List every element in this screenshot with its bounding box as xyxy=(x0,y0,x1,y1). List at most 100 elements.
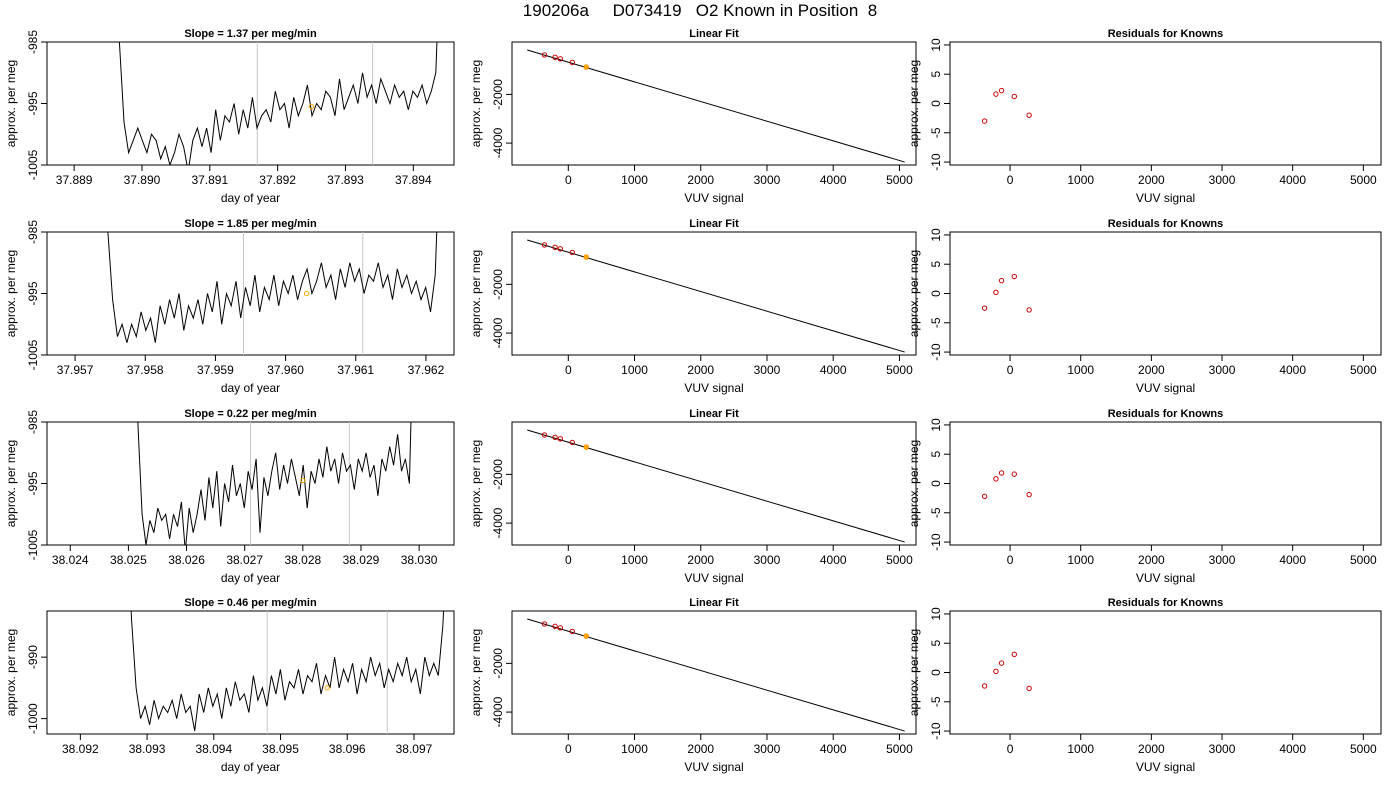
y-axis-label: approx. per meg xyxy=(469,440,483,527)
x-tick-label: 4000 xyxy=(820,363,847,377)
x-axis-label: day of year xyxy=(221,571,280,585)
plot-title: Slope = 1.37 per meg/min xyxy=(184,28,317,40)
x-tick-label: 3000 xyxy=(754,173,781,187)
x-axis-label: VUV signal xyxy=(1136,760,1195,774)
plot-frame xyxy=(949,610,1382,735)
y-tick-label: -995 xyxy=(26,91,40,115)
plot-title: Residuals for Knowns xyxy=(1108,597,1224,609)
x-tick-label: 5000 xyxy=(1350,553,1377,567)
x-tick-label: 4000 xyxy=(1279,173,1306,187)
x-axis-label: VUV signal xyxy=(1136,191,1195,205)
residual-point xyxy=(993,668,999,675)
plot-data xyxy=(981,273,1032,313)
x-tick-label: 2000 xyxy=(1138,363,1165,377)
y-tick-label: -1005 xyxy=(26,339,40,370)
plot-data xyxy=(527,618,905,732)
standard-point xyxy=(557,56,564,62)
x-tick-label: 5000 xyxy=(886,173,913,187)
y-tick-label: -985 xyxy=(26,30,40,54)
y-tick-label: -985 xyxy=(26,220,40,244)
y-axis-label: approx. per meg xyxy=(907,60,921,147)
y-tick-label: -2000 xyxy=(491,459,505,490)
panel-linear-fit-row-2: Linear Fit 0 1000 2000 3000 4000 5000 -2000 -400… xyxy=(469,218,917,395)
plot-data xyxy=(118,42,438,165)
residual-point xyxy=(981,118,988,124)
panel-linear-fit-row-3: Linear Fit 0 1000 2000 3000 4000 5000 -2000 -400… xyxy=(469,408,917,585)
plot-title: Residuals for Knowns xyxy=(1108,28,1224,40)
plot-frame xyxy=(949,231,1382,356)
fit-line xyxy=(527,429,905,543)
x-tick-label: 2000 xyxy=(1138,173,1165,187)
standard-point xyxy=(541,621,548,627)
x-tick-label: 38.029 xyxy=(343,553,380,567)
known-marker xyxy=(324,685,330,691)
y-tick-label: 5 xyxy=(929,640,943,647)
y-tick-label: 10 xyxy=(929,38,943,52)
residual-point xyxy=(998,87,1005,94)
y-tick-label: -1000 xyxy=(26,703,40,734)
y-tick-label: -4000 xyxy=(491,317,505,348)
y-tick-label: -995 xyxy=(26,281,40,305)
x-tick-label: 5000 xyxy=(886,363,913,377)
y-tick-label: 10 xyxy=(929,228,943,242)
x-tick-label: 1000 xyxy=(621,742,648,756)
signal-trace xyxy=(130,611,445,731)
x-tick-label: 4000 xyxy=(1279,742,1306,756)
panel-residuals-row-2: Residuals for Knowns 0 1000 2000 3000 4000 500… xyxy=(907,218,1382,395)
x-tick-label: 0 xyxy=(1007,363,1014,377)
known-point xyxy=(583,254,589,260)
residual-point xyxy=(1011,651,1017,658)
x-tick-label: 2000 xyxy=(687,363,714,377)
y-axis-label: approx. per meg xyxy=(469,60,483,147)
residual-point xyxy=(1026,491,1032,498)
y-tick-label: -5 xyxy=(929,317,943,328)
standard-point xyxy=(569,439,575,446)
y-tick-label: 5 xyxy=(929,451,943,458)
y-tick-label: -10 xyxy=(929,722,943,740)
standard-point xyxy=(552,434,558,441)
y-axis-label: approx. per meg xyxy=(907,629,921,716)
known-point xyxy=(583,444,589,450)
x-tick-label: 1000 xyxy=(1067,742,1094,756)
plot-frame xyxy=(949,421,1382,546)
panel-linear-fit-row-1: Linear Fit 0 1000 2000 3000 4000 5000 -2000 -400… xyxy=(469,28,917,205)
x-tick-label: 0 xyxy=(1007,742,1014,756)
x-tick-label: 37.889 xyxy=(56,173,93,187)
residual-point xyxy=(998,660,1005,666)
residual-point xyxy=(1026,307,1032,313)
x-tick-label: 3000 xyxy=(754,742,781,756)
known-marker xyxy=(300,477,306,484)
y-tick-label: -10 xyxy=(929,153,943,171)
x-axis-label: VUV signal xyxy=(684,760,743,774)
standard-point xyxy=(552,244,558,251)
x-tick-label: 2000 xyxy=(1138,553,1165,567)
plot-title: Linear Fit xyxy=(689,218,739,230)
x-tick-label: 5000 xyxy=(886,553,913,567)
x-tick-label: 38.093 xyxy=(129,742,166,756)
y-tick-label: -2000 xyxy=(491,648,505,679)
x-tick-label: 4000 xyxy=(820,553,847,567)
plot-frame xyxy=(46,41,455,166)
fit-line xyxy=(527,239,905,353)
x-tick-label: 37.893 xyxy=(327,173,364,187)
plot-data xyxy=(981,470,1032,500)
x-axis-label: day of year xyxy=(221,191,280,205)
y-tick-label: -985 xyxy=(26,410,40,434)
x-tick-label: 38.094 xyxy=(195,742,232,756)
x-tick-label: 0 xyxy=(1007,553,1014,567)
standard-point xyxy=(557,436,564,442)
y-tick-label: 10 xyxy=(929,418,943,432)
signal-trace xyxy=(137,422,412,545)
x-tick-label: 37.892 xyxy=(259,173,296,187)
x-tick-label: 0 xyxy=(565,363,572,377)
x-axis-label: VUV signal xyxy=(684,571,743,585)
panel-timeseries-row-3: Slope = 0.22 per meg/min 38.024 38.025 38.0… xyxy=(4,408,455,585)
plot-title: Linear Fit xyxy=(689,28,739,40)
y-tick-label: -5 xyxy=(929,696,943,707)
x-tick-label: 37.959 xyxy=(197,363,234,377)
x-axis-label: VUV signal xyxy=(1136,571,1195,585)
plot-data xyxy=(137,422,412,545)
plot-title: Slope = 0.46 per meg/min xyxy=(184,597,317,609)
y-tick-label: 0 xyxy=(929,100,943,107)
